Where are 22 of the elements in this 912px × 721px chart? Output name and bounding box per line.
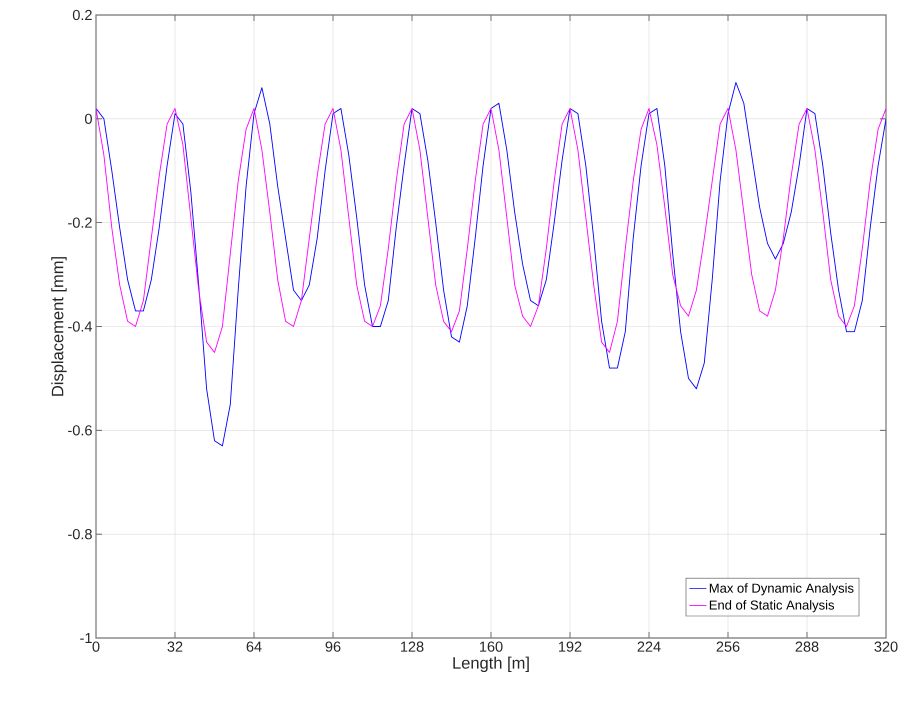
y-tick-label: -0.8 (68, 529, 92, 540)
x-tick-label: 0 (92, 642, 100, 652)
x-tick-label: 256 (716, 642, 740, 652)
y-tick-label: 0.2 (72, 10, 92, 20)
x-tick-label: 192 (559, 642, 582, 652)
x-axis-title: Length [m] (453, 656, 529, 672)
x-tick-label: 320 (874, 642, 898, 652)
legend-label: Max of Dynamic Analysis (710, 583, 854, 596)
x-tick-label: 160 (480, 642, 503, 652)
y-tick-label: -1 (80, 633, 92, 643)
x-tick-label: 128 (401, 642, 424, 652)
y-tick-label: -0.6 (68, 425, 92, 436)
y-axis-title: Displacement [mm] (51, 257, 67, 396)
x-tick-label: 224 (638, 642, 661, 652)
x-tick-label: 96 (326, 642, 340, 652)
legend-label: End of Static Analysis (710, 600, 834, 612)
x-tick-label: 64 (246, 642, 262, 652)
x-tick-label: 288 (796, 642, 818, 652)
y-tick-label: -0.4 (68, 321, 92, 332)
y-tick-label: 0 (84, 114, 92, 124)
y-tick-label: -0.2 (68, 218, 92, 228)
x-tick-label: 32 (167, 642, 182, 652)
